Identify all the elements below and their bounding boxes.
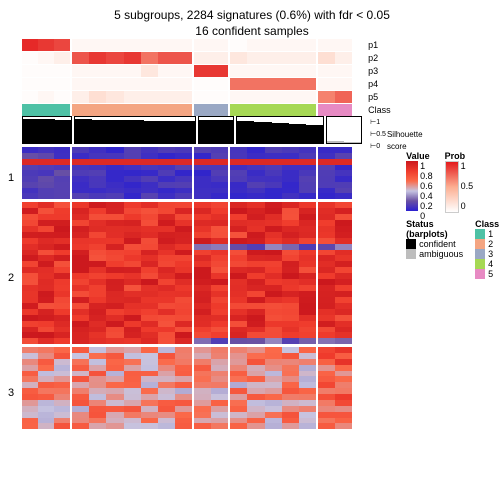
legend-class-title: Class — [475, 219, 499, 229]
class-label: Class — [368, 104, 402, 116]
heatmap-group-2 — [22, 202, 362, 344]
class-row — [22, 104, 362, 116]
group-label-2: 2 — [8, 205, 14, 350]
prob-row-p5 — [22, 91, 362, 103]
heatmap-group-labels: 123 — [8, 39, 18, 435]
heatmap-group-3 — [22, 347, 362, 429]
group-label-1: 1 — [8, 150, 14, 205]
legend-value-title: Value — [406, 151, 433, 161]
group-label-3: 3 — [8, 350, 14, 435]
label-p3: p3 — [368, 65, 402, 77]
prob-row-p3 — [22, 65, 362, 77]
label-p4: p4 — [368, 78, 402, 90]
heatmap-group-1 — [22, 147, 362, 199]
legends-panel: Value10.80.60.40.20Prob10.50Status (barp… — [406, 39, 499, 435]
title-line-2: 16 confident samples — [195, 24, 308, 38]
prob-row-p1 — [22, 39, 362, 51]
heatmap-main — [22, 39, 362, 435]
legend-status-title: Status (barplots) — [406, 219, 463, 239]
label-p5: p5 — [368, 91, 402, 103]
prob-row-p2 — [22, 52, 362, 64]
label-p2: p2 — [368, 52, 402, 64]
prob-row-p4 — [22, 78, 362, 90]
silhouette-row — [22, 116, 362, 144]
label-p1: p1 — [368, 39, 402, 51]
title-line-1: 5 subgroups, 2284 signatures (0.6%) with… — [114, 8, 390, 22]
legend-prob-title: Prob — [445, 151, 474, 161]
silhouette-axis: ⊢1⊢0.5Silhouette score⊢0 — [368, 117, 402, 129]
chart-title: 5 subgroups, 2284 signatures (0.6%) with… — [8, 8, 496, 39]
annotation-labels: p1p2p3p4p5Class⊢1⊢0.5Silhouette score⊢0 — [366, 39, 402, 435]
